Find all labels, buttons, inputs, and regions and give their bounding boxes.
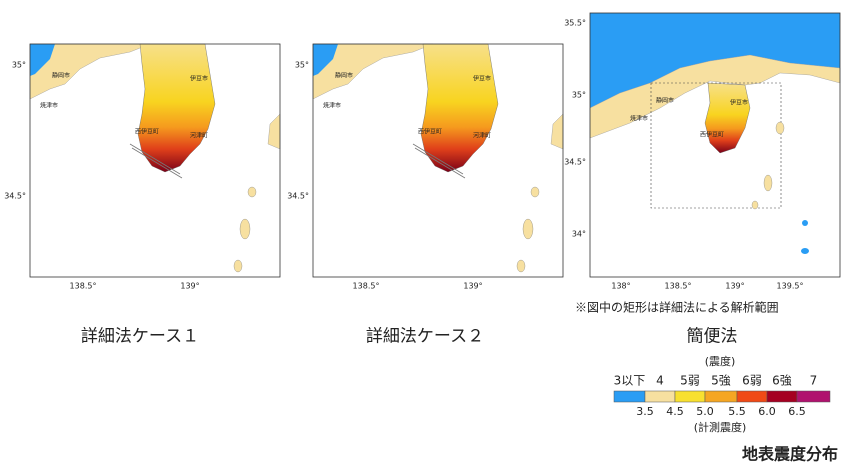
place-label: 焼津市 bbox=[323, 102, 341, 110]
island bbox=[801, 248, 809, 254]
color-class bbox=[613, 390, 646, 403]
caption: 詳細法ケース２ bbox=[366, 327, 484, 347]
class-label: 7 bbox=[810, 374, 818, 388]
coast-land bbox=[313, 44, 338, 76]
x-tick-label: 138.5° bbox=[70, 282, 97, 291]
x-tick-label: 139° bbox=[180, 282, 199, 291]
caption: 簡便法 bbox=[687, 327, 738, 347]
y-tick-label: 34.5° bbox=[564, 158, 586, 167]
place-label: 河津町 bbox=[473, 132, 491, 140]
inland bbox=[590, 13, 840, 108]
place-label: 伊豆市 bbox=[190, 75, 208, 83]
color-class bbox=[736, 390, 768, 403]
color-class bbox=[644, 390, 676, 403]
place-label: 西伊豆町 bbox=[135, 128, 159, 136]
y-tick-label: 35° bbox=[295, 61, 309, 70]
place-label: 静岡市 bbox=[335, 72, 353, 80]
measured-title: (計測震度) bbox=[694, 420, 747, 434]
map-frame bbox=[312, 43, 564, 278]
class-label: 4 bbox=[656, 374, 664, 388]
peninsula bbox=[137, 43, 216, 173]
island bbox=[522, 218, 534, 240]
island bbox=[530, 186, 540, 198]
island bbox=[775, 121, 785, 135]
legend: (震度) 3以下 4 5弱 5強 6弱 6強 7 3.5 4.5 5.0 5.5 6.0 6.5 (計測震度… bbox=[614, 354, 838, 464]
color-class bbox=[766, 390, 798, 403]
boundary-label: 5.0 bbox=[696, 405, 714, 418]
place-label: 西伊豆町 bbox=[700, 131, 724, 139]
class-label: 6強 bbox=[772, 374, 792, 388]
figure-title: 地表震度分布 bbox=[742, 445, 838, 464]
x-tick-label: 139.5° bbox=[777, 282, 804, 291]
color-class bbox=[674, 390, 706, 403]
coast-land bbox=[30, 44, 55, 76]
island bbox=[516, 259, 526, 273]
color-class bbox=[704, 390, 738, 403]
note: ※図中の矩形は詳細法による解析範囲 bbox=[575, 300, 779, 315]
y-tick-label: 34.5° bbox=[287, 192, 309, 201]
map-frame bbox=[29, 43, 281, 278]
boundary-label: 4.5 bbox=[666, 405, 684, 418]
boundary-label: 3.5 bbox=[636, 405, 654, 418]
island bbox=[239, 218, 251, 240]
island bbox=[802, 220, 808, 226]
boundary-label: 6.5 bbox=[788, 405, 806, 418]
coast-land bbox=[589, 54, 841, 139]
place-label: 伊豆市 bbox=[730, 99, 748, 107]
class-label: 6弱 bbox=[742, 374, 762, 388]
y-tick-label: 34.5° bbox=[4, 192, 26, 201]
class-label: 3以下 bbox=[614, 374, 646, 388]
x-tick-label: 139° bbox=[463, 282, 482, 291]
analysis-area bbox=[650, 82, 782, 209]
place-label: 静岡市 bbox=[52, 72, 70, 80]
x-tick-label: 139° bbox=[725, 282, 744, 291]
class-label: 5強 bbox=[711, 374, 731, 388]
place-label: 河津町 bbox=[190, 132, 208, 140]
island bbox=[247, 186, 257, 198]
place-label: 焼津市 bbox=[630, 115, 648, 123]
boundary-label: 5.5 bbox=[728, 405, 746, 418]
boundary-label: 6.0 bbox=[758, 405, 776, 418]
fault bbox=[129, 143, 183, 179]
color-class bbox=[796, 390, 831, 403]
y-tick-label: 35.5° bbox=[564, 19, 586, 28]
place-label: 静岡市 bbox=[656, 97, 674, 105]
place-label: 伊豆市 bbox=[473, 75, 491, 83]
class-label: 5弱 bbox=[680, 374, 700, 388]
y-tick-label: 35° bbox=[572, 91, 586, 100]
y-tick-label: 34° bbox=[572, 230, 586, 239]
intensity-title: (震度) bbox=[705, 354, 736, 368]
island bbox=[763, 174, 773, 192]
fault bbox=[412, 143, 466, 179]
x-tick-label: 138.5° bbox=[665, 282, 692, 291]
place-label: 西伊豆町 bbox=[418, 128, 442, 136]
x-tick-label: 138° bbox=[611, 282, 630, 291]
caption: 詳細法ケース１ bbox=[81, 327, 199, 347]
island bbox=[751, 200, 759, 210]
place-label: 焼津市 bbox=[40, 102, 58, 110]
peninsula bbox=[420, 43, 499, 173]
peninsula bbox=[704, 82, 751, 154]
map-frame bbox=[589, 12, 841, 278]
y-tick-label: 35° bbox=[12, 61, 26, 70]
island bbox=[233, 259, 243, 273]
x-tick-label: 138.5° bbox=[353, 282, 380, 291]
